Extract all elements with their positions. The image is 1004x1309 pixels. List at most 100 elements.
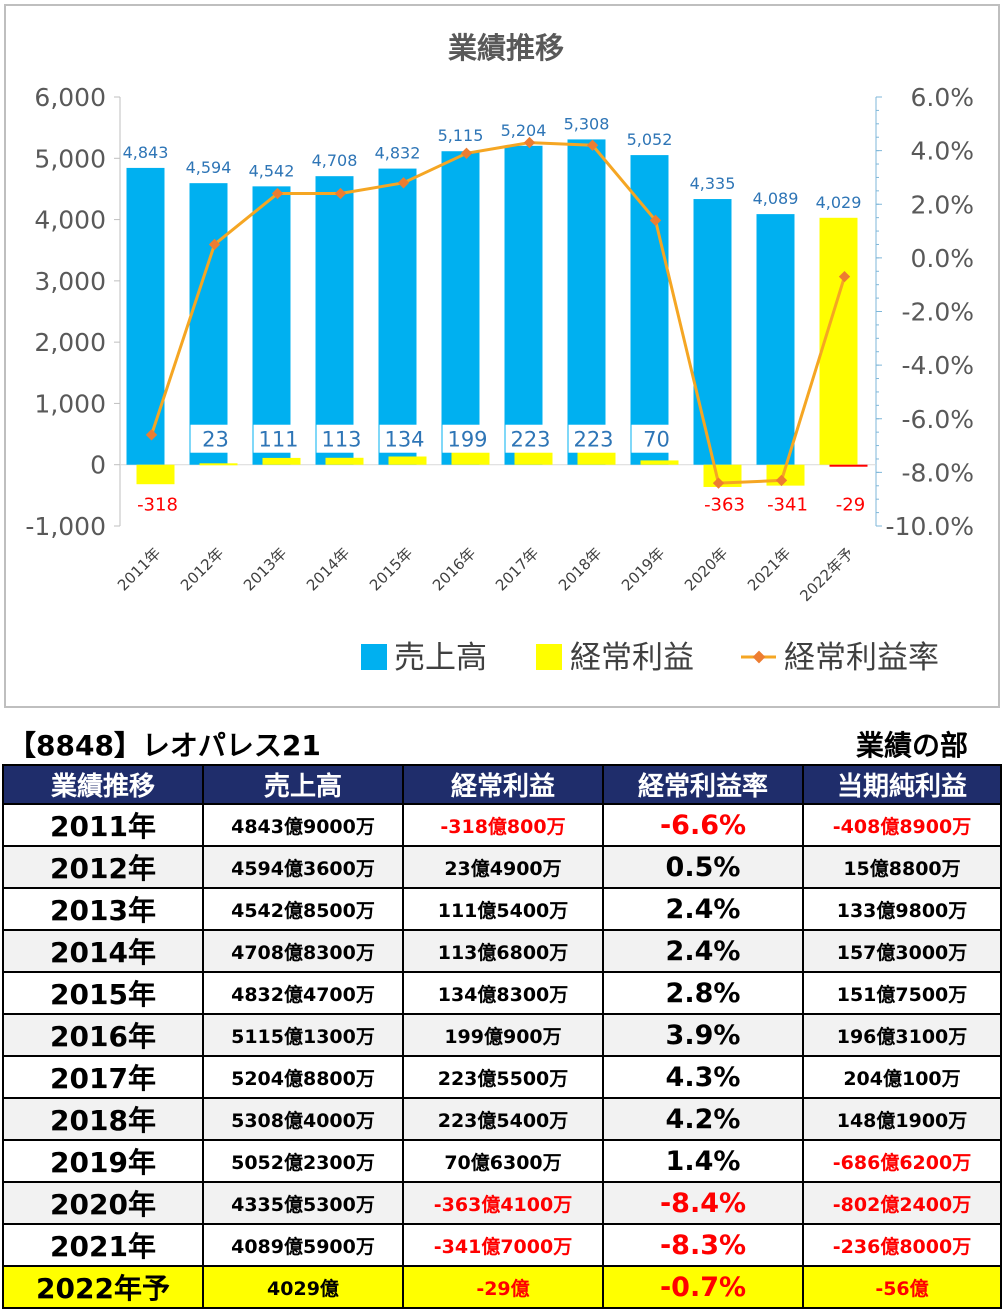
profit-data-label: -341 xyxy=(767,495,808,516)
profit-bar xyxy=(514,451,553,465)
profit-data-label: 23 xyxy=(202,428,229,452)
cell-sales: 4029億 xyxy=(202,1265,404,1309)
header-sales: 売上高 xyxy=(202,764,404,805)
profit-label-bg xyxy=(631,424,682,453)
table-row: 2022年予 4029億 -29億 -0.7% -56億 xyxy=(2,1265,1002,1309)
x-tick-label: 2019年 xyxy=(618,544,668,594)
rate-point xyxy=(145,429,158,441)
cell-net: 204億100万 xyxy=(802,1055,1002,1099)
cell-sales: 4843億9000万 xyxy=(202,803,404,847)
sales-data-label: 4,089 xyxy=(753,189,799,208)
cell-year: 2015年 xyxy=(2,971,204,1015)
table-row: 2013年 4542億8500万 111億5400万 2.4% 133億9800万 xyxy=(2,887,1002,931)
profit-bar xyxy=(199,463,238,466)
cell-ordinary: -29億 xyxy=(402,1265,604,1309)
cell-net: -408億8900万 xyxy=(802,803,1002,847)
cell-year: 2016年 xyxy=(2,1013,204,1057)
cell-ordinary: 134億8300万 xyxy=(402,971,604,1015)
left-tick-label: -1,000 xyxy=(25,512,106,541)
left-tick-label: 5,000 xyxy=(34,144,106,173)
rate-point xyxy=(208,238,221,251)
profit-label-bg xyxy=(316,424,367,453)
rate-point xyxy=(838,270,851,283)
cell-net: 151億7500万 xyxy=(802,971,1002,1015)
right-tick-label: 4.0% xyxy=(910,137,974,166)
table-header-row: 業績推移 売上高 経常利益 経常利益率 当期純利益 xyxy=(2,764,1002,805)
cell-year: 2018年 xyxy=(2,1097,204,1141)
sales-data-label: 4,832 xyxy=(375,144,421,163)
table-row: 2012年 4594億3600万 23億4900万 0.5% 15億8800万 xyxy=(2,845,1002,889)
cell-year: 2011年 xyxy=(2,803,204,847)
x-tick-label: 2020年 xyxy=(681,544,731,594)
sales-data-label: 5,115 xyxy=(438,126,484,145)
cell-rate: 3.9% xyxy=(602,1013,804,1057)
cell-sales: 5115億1300万 xyxy=(202,1013,404,1057)
profit-bar xyxy=(136,464,175,485)
cell-ordinary: -341億7000万 xyxy=(402,1223,604,1267)
header-ordinary-profit: 経常利益 xyxy=(402,764,604,805)
cell-sales: 4089億5900万 xyxy=(202,1223,404,1267)
x-tick-label: 2011年 xyxy=(114,544,164,594)
rate-point xyxy=(460,147,473,159)
chart-panel: 業績推移 -1,000 0 1,000 2,000 3,000 4,000 5,000 6,00… xyxy=(4,4,1000,708)
profit-data-label: -29 xyxy=(836,495,865,516)
profit-data-label: 134 xyxy=(384,428,424,452)
left-tick-label: 4,000 xyxy=(34,206,106,235)
cell-net: 15億8800万 xyxy=(802,845,1002,889)
cell-ordinary: 223億5500万 xyxy=(402,1055,604,1099)
sales-data-label: 5,052 xyxy=(627,130,673,149)
cell-ordinary: 23億4900万 xyxy=(402,845,604,889)
right-tick-label: 2.0% xyxy=(910,190,974,219)
cell-rate: 2.4% xyxy=(602,887,804,931)
cell-year: 2022年予 xyxy=(2,1265,204,1309)
rate-point xyxy=(271,187,284,200)
table-row: 2020年 4335億5300万 -363億4100万 -8.4% -802億2400万 xyxy=(2,1181,1002,1225)
rate-point xyxy=(397,177,410,189)
table-body: 2011年 4843億9000万 -318億800万 -6.6% -408億8900万 2… xyxy=(2,803,1002,1309)
cell-rate: 2.4% xyxy=(602,929,804,973)
cell-net: -802億2400万 xyxy=(802,1181,1002,1225)
sales-bar xyxy=(567,139,606,465)
section-caption: 業績の部 xyxy=(855,729,968,762)
cell-rate: -8.3% xyxy=(602,1223,804,1267)
legend-label-rate: 経常利益率 xyxy=(784,640,939,676)
x-tick-label: 2012年 xyxy=(177,544,227,594)
cell-net: -56億 xyxy=(802,1265,1002,1309)
rate-point xyxy=(586,139,599,151)
cell-rate: 4.2% xyxy=(602,1097,804,1141)
sales-bar xyxy=(630,155,669,465)
x-tick-label: 2017年 xyxy=(492,544,542,594)
cell-ordinary: 223億5400万 xyxy=(402,1097,604,1141)
profit-bar xyxy=(325,457,364,465)
cell-sales: 5308億4000万 xyxy=(202,1097,404,1141)
cell-year: 2020年 xyxy=(2,1181,204,1225)
sales-data-label: 4,708 xyxy=(312,151,358,170)
profit-data-label: 199 xyxy=(447,428,487,452)
cell-year: 2019年 xyxy=(2,1139,204,1183)
sales-bar xyxy=(315,176,354,465)
sales-data-label: 4,029 xyxy=(816,193,862,212)
cell-rate: -0.7% xyxy=(602,1265,804,1309)
cell-net: -236億8000万 xyxy=(802,1223,1002,1267)
profit-label-bg xyxy=(568,424,619,453)
rate-point xyxy=(775,474,788,487)
sales-data-label: 4,542 xyxy=(249,161,295,180)
rate-point xyxy=(712,477,725,489)
sales-bar xyxy=(189,183,228,465)
profit-data-label: 70 xyxy=(643,428,670,452)
sales-bar xyxy=(441,151,480,465)
profit-bar xyxy=(262,457,301,465)
cell-sales: 4335億5300万 xyxy=(202,1181,404,1225)
cell-ordinary: 70億6300万 xyxy=(402,1139,604,1183)
cell-net: 157億3000万 xyxy=(802,929,1002,973)
cell-net: 196億3100万 xyxy=(802,1013,1002,1057)
x-tick-label: 2014年 xyxy=(303,544,353,594)
left-tick-label: 0 xyxy=(90,451,106,480)
cell-rate: -8.4% xyxy=(602,1181,804,1225)
sales-bar xyxy=(126,167,165,465)
header-net-income: 当期純利益 xyxy=(802,764,1002,805)
profit-label-bg xyxy=(253,424,304,453)
sales-bar xyxy=(693,199,732,465)
cell-sales: 5052億2300万 xyxy=(202,1139,404,1183)
header-period: 業績推移 xyxy=(2,764,204,805)
